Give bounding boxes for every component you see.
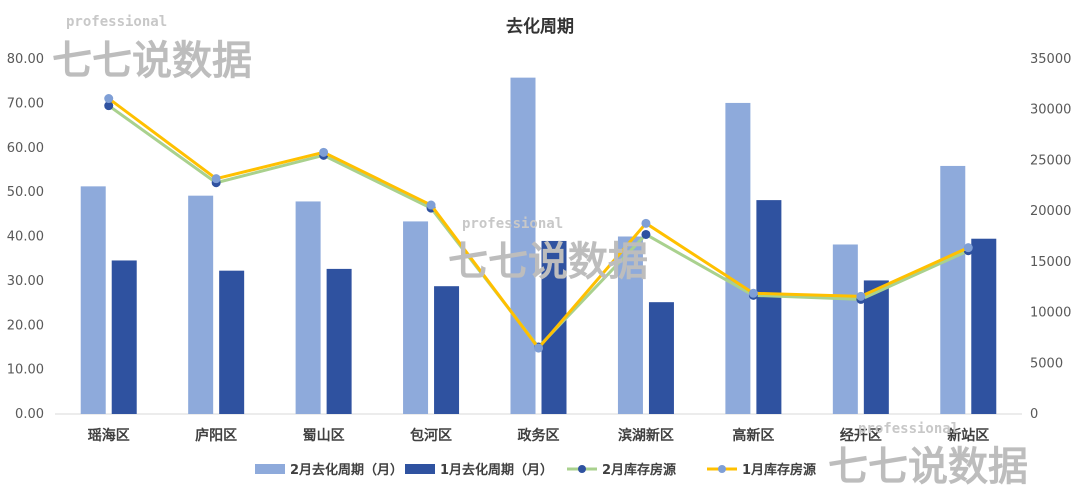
watermark-big-text: 七七说数据 bbox=[828, 444, 1028, 490]
right-axis-tick-label: 0 bbox=[1030, 407, 1038, 422]
watermark-big-text: 七七说数据 bbox=[52, 38, 252, 84]
watermark-overlays: professional 七七说数据 professional 七七说数据 bbox=[448, 216, 1028, 490]
right-axis-tick-label: 35000 bbox=[1030, 52, 1071, 67]
watermark-center: professional 七七说数据 bbox=[448, 216, 648, 285]
category-labels: 瑶海区 庐阳区 蜀山区 包河区 政务区 滨湖新区 高新区 经开区 新站区 bbox=[88, 427, 990, 444]
line-point bbox=[641, 229, 651, 239]
watermark-layer: professional 七七说数据 bbox=[52, 14, 252, 84]
bar bbox=[725, 102, 751, 415]
category-label: 新站区 bbox=[947, 427, 989, 444]
bar bbox=[295, 201, 321, 414]
bar bbox=[188, 195, 214, 414]
left-axis-tick-label: 10.00 bbox=[7, 363, 44, 378]
bar bbox=[111, 260, 137, 414]
line-point bbox=[104, 94, 114, 104]
legend-swatch bbox=[255, 464, 285, 474]
line-point bbox=[748, 288, 758, 298]
left-axis-tick-label: 80.00 bbox=[7, 52, 44, 67]
bar bbox=[648, 302, 674, 414]
legend-swatch-marker bbox=[718, 465, 726, 473]
legend-swatch-marker bbox=[578, 465, 586, 473]
category-label: 瑶海区 bbox=[88, 427, 130, 444]
line-point bbox=[211, 174, 221, 184]
bar bbox=[617, 236, 643, 414]
watermark-small-text: professional bbox=[858, 421, 959, 437]
category-label: 经开区 bbox=[840, 427, 882, 444]
bar bbox=[832, 244, 858, 414]
category-label: 高新区 bbox=[732, 427, 774, 444]
legend: 2月去化周期（月） 1月去化周期（月） 2月库存房源 1月库存房源 bbox=[255, 462, 816, 478]
right-axis-ticks: 0 5000 10000 15000 20000 25000 30000 35000 bbox=[1030, 52, 1071, 422]
left-axis-tick-label: 70.00 bbox=[7, 96, 44, 111]
line-point bbox=[319, 147, 329, 157]
line-point bbox=[856, 291, 866, 301]
bar bbox=[219, 270, 245, 414]
right-axis-tick-label: 15000 bbox=[1030, 255, 1071, 270]
bar bbox=[403, 221, 429, 414]
right-axis-tick-label: 25000 bbox=[1030, 153, 1071, 168]
legend-label: 1月库存房源 bbox=[742, 462, 816, 478]
right-axis-tick-label: 10000 bbox=[1030, 306, 1071, 321]
bar-series bbox=[80, 77, 997, 415]
category-label: 滨湖新区 bbox=[618, 427, 674, 444]
bar bbox=[510, 77, 536, 414]
chart-title: 去化周期 bbox=[506, 16, 574, 37]
line-point bbox=[426, 200, 436, 210]
bar bbox=[971, 238, 997, 414]
left-axis-tick-label: 0.00 bbox=[15, 407, 44, 422]
watermark-topleft: professional 七七说数据 bbox=[52, 14, 252, 84]
right-axis-tick-label: 5000 bbox=[1030, 356, 1063, 371]
legend-label: 2月去化周期（月） bbox=[290, 462, 403, 478]
bar bbox=[940, 165, 966, 414]
left-axis-tick-label: 50.00 bbox=[7, 185, 44, 200]
legend-swatch bbox=[405, 464, 435, 474]
bar bbox=[863, 280, 889, 414]
left-axis-tick-label: 20.00 bbox=[7, 318, 44, 333]
category-label: 政务区 bbox=[518, 427, 560, 444]
left-axis-tick-label: 30.00 bbox=[7, 274, 44, 289]
left-axis-ticks: 0.00 10.00 20.00 30.00 40.00 50.00 60.00 70.00 8… bbox=[7, 52, 44, 422]
line-point bbox=[534, 343, 543, 353]
bar bbox=[541, 240, 567, 414]
category-label: 庐阳区 bbox=[195, 427, 237, 444]
bar bbox=[326, 268, 352, 414]
line-point bbox=[963, 243, 973, 253]
watermark-big-text: 七七说数据 bbox=[448, 239, 648, 285]
left-axis-tick-label: 40.00 bbox=[7, 230, 44, 245]
bar bbox=[80, 186, 106, 414]
legend-label: 1月去化周期（月） bbox=[440, 462, 553, 478]
left-axis-tick-label: 60.00 bbox=[7, 141, 44, 156]
category-label: 包河区 bbox=[410, 427, 452, 444]
right-axis-tick-label: 20000 bbox=[1030, 204, 1071, 219]
right-axis-tick-label: 30000 bbox=[1030, 103, 1071, 118]
line-series bbox=[104, 94, 973, 353]
legend-label: 2月库存房源 bbox=[602, 462, 676, 478]
watermark-small-text: professional bbox=[462, 216, 563, 232]
watermark-bottomright: professional 七七说数据 bbox=[828, 421, 1028, 490]
line-point bbox=[641, 218, 651, 228]
watermark-small-text: professional bbox=[66, 14, 167, 30]
bar bbox=[434, 286, 460, 414]
category-label: 蜀山区 bbox=[303, 428, 345, 444]
bar bbox=[756, 200, 782, 414]
